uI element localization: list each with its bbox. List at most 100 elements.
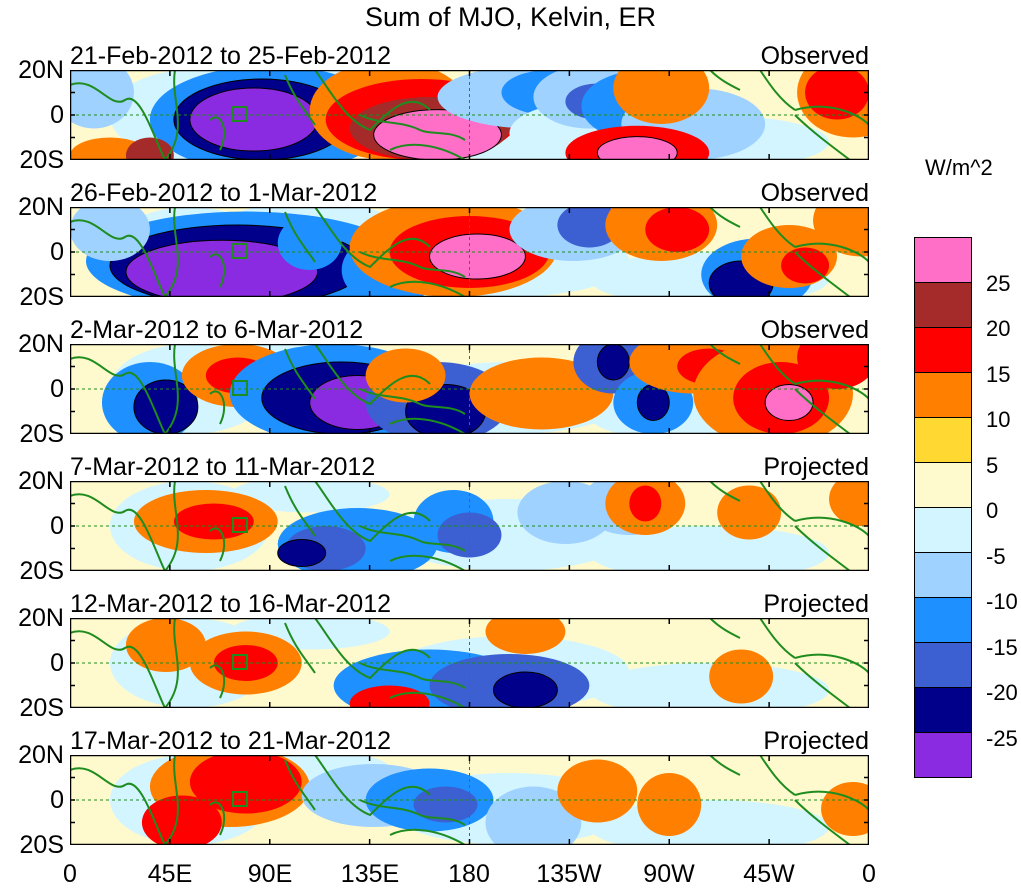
coastline [359,525,466,552]
anomaly-map-panel [70,344,869,434]
coastline [794,653,869,674]
coastline [70,82,166,160]
lon-tick-label: 45W [743,860,795,888]
region-box [232,380,248,396]
anomaly-contour [629,485,662,522]
coastline [709,755,741,776]
region-box [232,243,248,259]
colorbar-swatch [914,418,972,463]
figure-title: Sum of MJO, Kelvin, ER [364,2,657,32]
lat-tick-label: 0 [50,649,64,677]
coastline [709,70,741,91]
coastline [794,242,869,263]
coastline [359,251,466,278]
coastline [209,116,226,151]
coastline [284,759,316,811]
region-box [232,791,248,807]
anomaly-contour [709,649,774,704]
lat-tick-label: 20S [19,283,64,311]
anomaly-contour [373,109,502,160]
panel-status: Observed [760,179,869,207]
coastline [359,114,466,141]
anomaly-map-panel [70,70,869,160]
colorbar-label: -10 [986,589,1018,614]
lat-tick-label: 0 [50,101,64,129]
coastline [759,70,796,111]
coastline [164,481,179,571]
lat-tick-label: 0 [50,512,64,540]
colorbar-label: -15 [986,634,1018,660]
coastline [359,799,466,826]
colorbar-swatch [914,237,972,283]
lat-tick-label: 20S [19,557,64,585]
coastline [359,388,466,415]
coastline [284,348,316,400]
anomaly-contour [764,384,814,421]
colorbar-swatch [914,553,972,598]
panel-status: Projected [763,590,869,618]
colorbar [914,237,972,778]
lon-tick-label: 90E [247,860,293,888]
coastline [389,280,466,297]
panel-date-range: 26-Feb-2012 to 1-Mar-2012 [70,179,378,207]
coastline [389,143,466,160]
panel-status: Observed [760,316,869,344]
lon-tick-label: 45E [147,860,193,888]
lat-tick-label: 0 [50,238,64,266]
anomaly-contour [797,344,869,389]
coastline [70,767,166,845]
coastline [794,105,869,126]
coastline [164,70,179,160]
coastline [759,481,796,522]
coastline [164,755,179,845]
coastline [759,755,796,796]
coastline [164,618,179,708]
lat-tick-label: 20S [19,420,64,448]
coastline [70,493,166,571]
coastline [389,691,466,708]
anomaly-contour [429,233,526,280]
anomaly-contour [173,503,254,540]
coastline [359,662,466,689]
panel-status: Projected [763,453,869,481]
anomaly-contour [829,481,869,526]
anomaly-contour [413,786,478,823]
coastline [314,344,431,406]
coastline [70,356,166,434]
coastline [794,516,869,537]
coastline [389,417,466,434]
coastline [389,828,466,845]
anomaly-contour [141,795,222,845]
colorbar-label: -25 [986,725,1018,751]
coastline [794,525,851,571]
coastline [314,207,431,269]
colorbar-unit: W/m^2 [925,155,993,180]
coastline [70,630,166,708]
coastline [709,344,741,365]
panel-date-range: 17-Mar-2012 to 21-Mar-2012 [70,727,391,755]
coastline [284,211,316,263]
lat-tick-label: 20N [18,193,64,221]
anomaly-contour [492,671,558,708]
coastline [284,622,316,674]
coastline [164,344,179,434]
anomaly-contour [613,70,710,124]
colorbar-swatch [914,508,972,553]
coastline [284,74,316,126]
panel-status: Projected [763,727,869,755]
colorbar-label: 10 [986,407,1011,432]
anomaly-contour [485,618,566,654]
coastline [209,801,226,836]
anomaly-contour [589,526,830,571]
anomaly-map-panel [70,207,869,297]
colorbar-label: 0 [986,498,999,523]
anomaly-contour [717,485,782,540]
anomaly-contour [229,481,390,513]
colorbar-swatch [914,733,972,778]
coastline [794,251,851,297]
panel-date-range: 2-Mar-2012 to 6-Mar-2012 [70,316,364,344]
coastline [794,799,851,845]
lat-tick-label: 20N [18,467,64,495]
colorbar-swatch [914,688,972,733]
lon-tick-label: 135E [340,860,400,888]
